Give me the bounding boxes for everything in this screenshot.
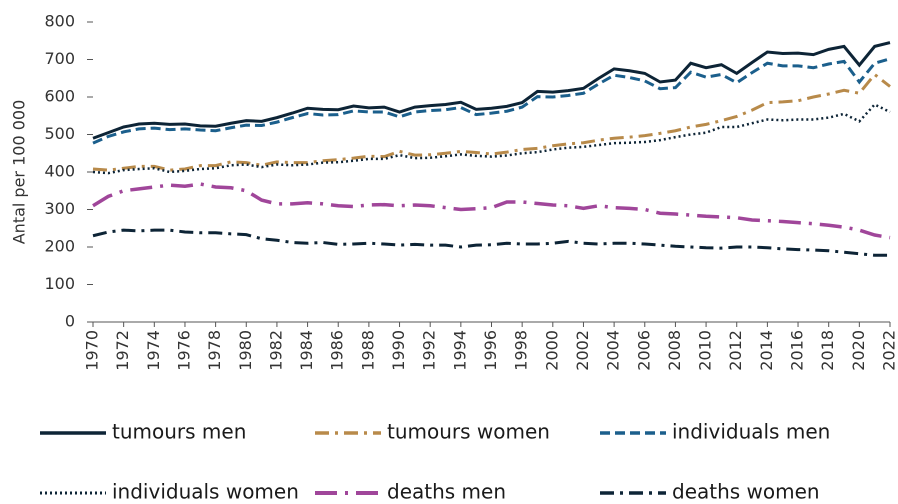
legend-label: deaths women [672,480,820,504]
x-tick-label: 2002 [573,330,592,371]
series-line [92,41,891,140]
x-tick-label: 1986 [328,330,347,371]
y-tick-label: 700 [44,49,75,68]
x-tick-label: 1982 [266,330,285,371]
series-line [92,102,891,175]
legend-label: individuals men [672,420,830,444]
series-line [92,228,890,257]
y-tick-label: 0 [65,312,75,331]
x-tick-label: 1984 [297,330,316,371]
x-tick-label: 2014 [757,330,776,371]
legend-label: tumours men [112,420,246,444]
y-tick-label: 600 [44,87,75,106]
legend-label: deaths men [387,480,506,504]
y-tick-label: 100 [44,274,75,293]
x-tick-label: 1996 [481,330,500,371]
x-tick-label: 1998 [512,330,531,371]
x-tick-label: 1980 [236,330,255,371]
y-tick-label: 800 [44,12,75,31]
x-tick-label: 2006 [634,330,653,371]
x-tick-label: 2020 [849,330,868,371]
series-line [92,182,891,240]
x-tick-label: 1972 [113,330,132,371]
y-axis-label: Antal per 100 000 [10,100,29,245]
x-tick-label: 1978 [205,330,224,371]
x-tick-label: 1994 [450,330,469,371]
y-tick-label: 500 [44,124,75,143]
x-tick-label: 2012 [726,330,745,371]
x-tick-label: 2016 [788,330,807,371]
x-tick-label: 2010 [696,330,715,371]
x-tick-label: 2018 [818,330,837,371]
x-tick-label: 1990 [389,330,408,371]
x-tick-label: 1976 [174,330,193,371]
x-tick-label: 1992 [420,330,439,371]
x-tick-label: 2000 [542,330,561,371]
x-tick-label: 1974 [144,330,163,371]
x-tick-label: 2008 [665,330,684,371]
x-tick-label: 2004 [604,330,623,371]
x-tick-label: 1988 [358,330,377,371]
legend-label: tumours women [387,420,550,444]
series-line [92,72,891,172]
y-tick-label: 400 [44,162,75,181]
series-line [92,57,891,145]
y-tick-label: 300 [44,199,75,218]
y-tick-label: 200 [44,237,75,256]
legend-label: individuals women [112,480,299,504]
x-tick-label: 2022 [880,330,898,371]
x-tick-label: 1970 [83,330,102,371]
